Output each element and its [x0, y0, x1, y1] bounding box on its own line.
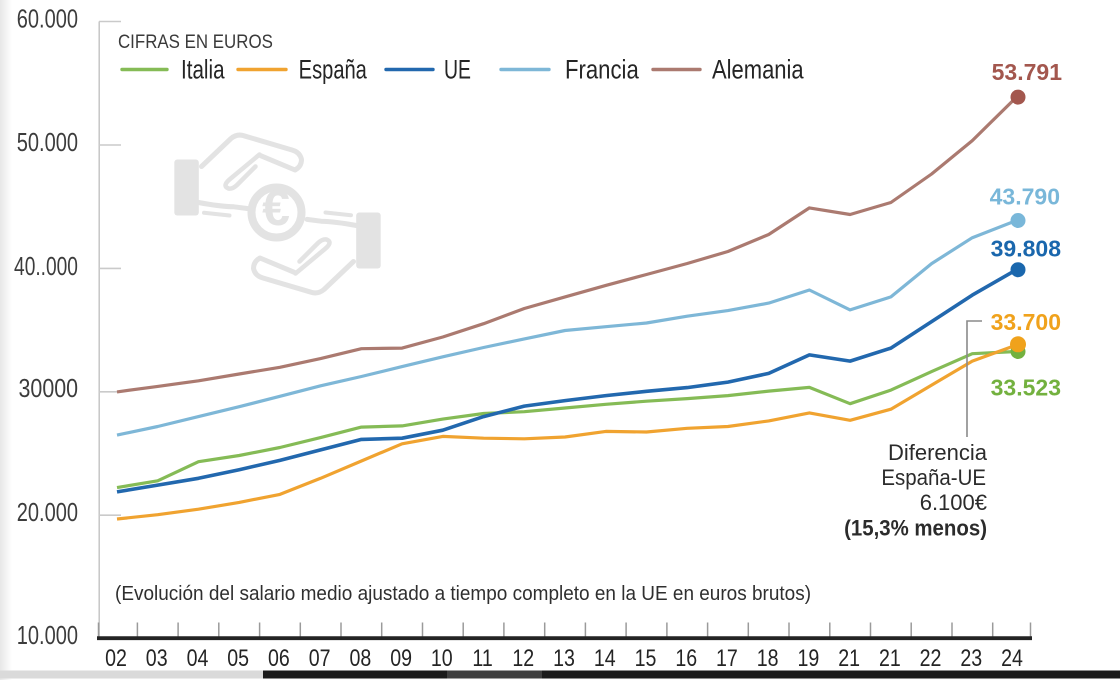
svg-text:04: 04 [187, 644, 209, 672]
svg-text:08: 08 [350, 644, 372, 672]
svg-text:40..000: 40..000 [14, 251, 78, 281]
svg-text:España-UE: España-UE [881, 465, 986, 490]
svg-text:43.790: 43.790 [990, 184, 1060, 210]
svg-text:53.791: 53.791 [992, 59, 1063, 85]
svg-text:12: 12 [512, 644, 534, 672]
svg-text:15: 15 [635, 644, 657, 672]
svg-text:UE: UE [444, 54, 471, 84]
svg-text:6.100€: 6.100€ [920, 490, 987, 515]
svg-text:16: 16 [675, 644, 697, 672]
svg-text:14: 14 [594, 644, 616, 672]
svg-text:CIFRAS EN EUROS: CIFRAS EN EUROS [118, 30, 273, 52]
svg-text:22: 22 [920, 644, 942, 672]
svg-text:20.000: 20.000 [17, 497, 78, 526]
svg-text:(15,3% menos): (15,3% menos) [844, 517, 987, 541]
svg-text:50.000: 50.000 [17, 127, 78, 156]
svg-text:30000: 30000 [19, 374, 78, 403]
svg-text:17: 17 [716, 644, 738, 672]
svg-text:33.523: 33.523 [991, 375, 1061, 401]
svg-text:06: 06 [268, 644, 290, 672]
svg-text:05: 05 [227, 644, 249, 672]
svg-text:60.000: 60.000 [17, 4, 78, 33]
svg-text:21: 21 [838, 644, 860, 672]
svg-text:39.808: 39.808 [991, 236, 1062, 262]
svg-text:02: 02 [105, 644, 127, 672]
svg-text:10: 10 [431, 644, 453, 672]
svg-text:11: 11 [472, 644, 492, 672]
svg-text:19: 19 [798, 644, 820, 672]
svg-text:13: 13 [553, 644, 575, 672]
svg-text:24: 24 [1001, 644, 1023, 672]
svg-text:09: 09 [390, 644, 412, 672]
svg-text:10.000: 10.000 [17, 620, 78, 649]
svg-text:Francia: Francia [565, 56, 639, 86]
svg-text:€: € [262, 180, 290, 236]
svg-text:21: 21 [879, 644, 901, 672]
svg-text:Alemania: Alemania [712, 55, 804, 85]
svg-text:Diferencia: Diferencia [888, 440, 988, 465]
svg-text:Italia: Italia [181, 55, 225, 85]
svg-text:(Evolución del salario medio a: (Evolución del salario medio ajustado a … [115, 582, 811, 605]
svg-text:07: 07 [309, 644, 331, 672]
svg-text:España: España [299, 55, 368, 86]
svg-text:18: 18 [757, 644, 779, 672]
svg-text:33.700: 33.700 [991, 309, 1061, 335]
svg-text:03: 03 [146, 644, 168, 672]
svg-text:23: 23 [960, 644, 982, 672]
